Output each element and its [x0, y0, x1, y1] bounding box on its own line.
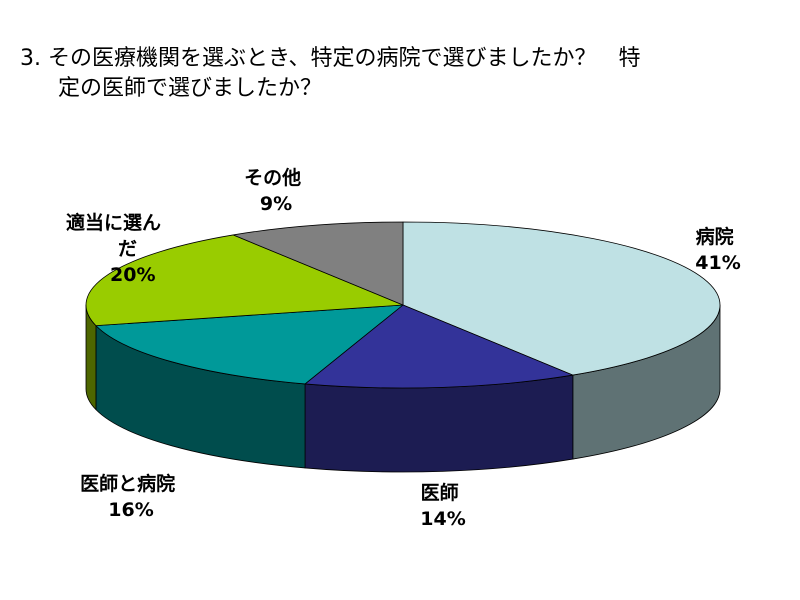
pie-slice-hospital: [402, 221, 721, 376]
slice-label-other-percent: 9%: [260, 193, 292, 215]
slice-label-random-line-2: だ: [118, 238, 137, 260]
slice-label-doctor-percent: 14%: [420, 508, 465, 530]
pie-sides: [85, 304, 721, 473]
pie-side-doctor: [304, 374, 574, 473]
slice-label-random-line-1: 適当に選ん: [66, 211, 161, 234]
chart-title-line-1: 3. その医療機関を選ぶとき、特定の病院で選びましたか？ 特: [20, 46, 641, 71]
slice-label-doctor: 医師 14%: [420, 481, 465, 530]
pie-slice-both: [95, 304, 404, 385]
slice-label-doctor-name: 医師: [421, 481, 459, 504]
chart-title: 3. その医療機関を選ぶとき、特定の病院で選びましたか？ 特 定の医師で選びまし…: [20, 44, 790, 104]
slice-label-both-name: 医師と病院: [80, 472, 175, 495]
pie-slice-doctor: [304, 304, 574, 389]
slice-label-both: 医師と病院 16%: [80, 472, 182, 521]
slice-label-hospital-name: 病院: [696, 225, 734, 248]
pie-labels: 病院 41% 医師 14% 医師と病院 16% 適当に選ん だ 20% その他: [66, 166, 741, 530]
chart-title-line-2: 定の医師で選びましたか？: [58, 76, 323, 101]
slice-label-random: 適当に選ん だ 20%: [66, 211, 168, 286]
slice-label-hospital: 病院 41%: [695, 225, 740, 274]
pie-slice-random: [85, 234, 404, 327]
pie-tops: [85, 221, 721, 389]
slice-label-other-name: その他: [244, 166, 301, 189]
slice-label-hospital-percent: 41%: [695, 252, 740, 274]
slice-label-other: その他 9%: [244, 166, 308, 215]
pie-slice-other: [232, 221, 404, 306]
slice-label-random-percent: 20%: [110, 264, 155, 286]
slice-label-both-percent: 16%: [108, 499, 153, 521]
